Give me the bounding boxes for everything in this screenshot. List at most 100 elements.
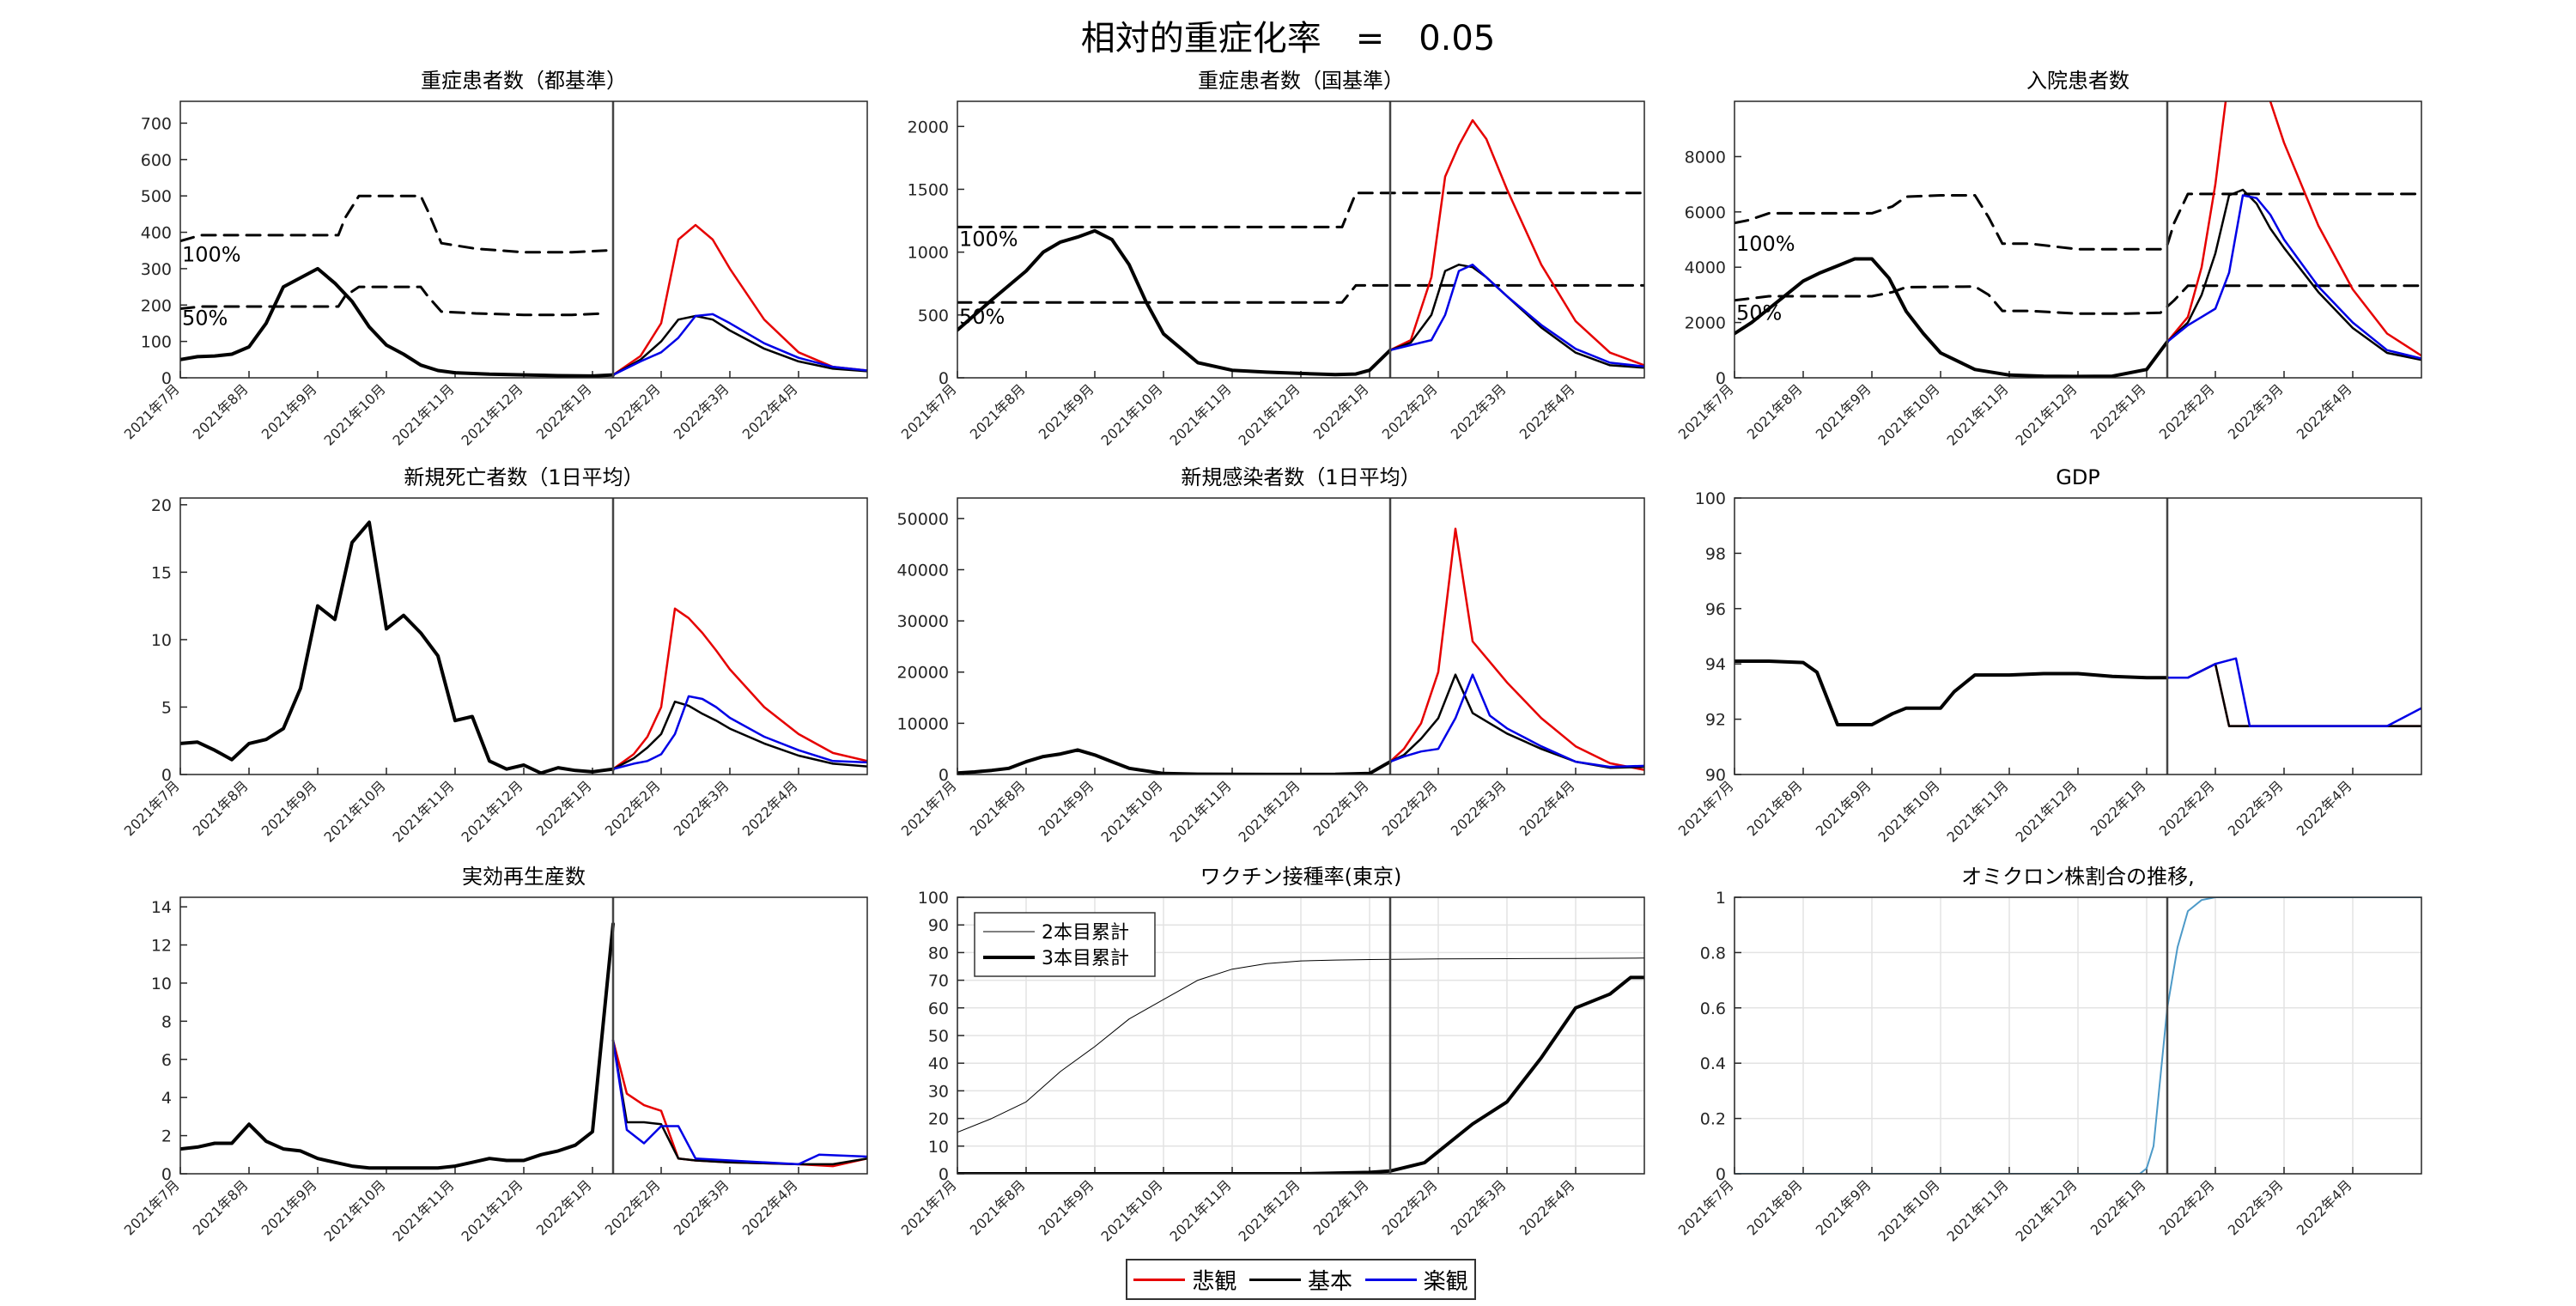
- series-line: [180, 922, 615, 1170]
- x-tick-label: 2021年10月: [321, 777, 389, 845]
- x-tick-label: 2022年3月: [1448, 1176, 1510, 1238]
- axes-box: [1734, 497, 2422, 775]
- series-line: [1735, 659, 2169, 726]
- series-group: [1735, 657, 2421, 727]
- x-tick-label: 2022年2月: [1379, 380, 1441, 442]
- legend-label-basic: 基本: [1307, 1268, 1352, 1295]
- axes-box: [1734, 100, 2422, 379]
- x-tick-label: 2021年8月: [1744, 1176, 1806, 1238]
- y-tick-label: 100: [141, 333, 172, 352]
- y-tick-label: 0: [939, 369, 949, 388]
- x-tick-label: 2022年1月: [2087, 380, 2149, 442]
- chart-title: 入院患者数: [2026, 69, 2129, 93]
- plot-area: [180, 897, 867, 1174]
- x-tick-label: 2021年7月: [898, 1176, 960, 1238]
- series-group: [180, 520, 867, 774]
- x-tick-label: 2021年12月: [459, 1176, 526, 1244]
- chart-title: GDP: [2056, 465, 2100, 489]
- x-tick-label: 2022年4月: [2293, 777, 2355, 839]
- y-tick-label: 1: [1716, 889, 1726, 908]
- y-tick-label: 1000: [908, 244, 949, 263]
- y-tick-label: 90: [928, 916, 949, 935]
- series-line: [1388, 527, 1644, 771]
- x-tick-label: 2021年7月: [898, 777, 960, 839]
- y-tick-label: 96: [1705, 600, 1726, 619]
- x-tick-label: 2021年12月: [1236, 777, 1303, 845]
- y-tick-label: 2000: [1685, 314, 1726, 333]
- series-line: [2166, 194, 2421, 360]
- x-tick-label: 2021年8月: [190, 380, 252, 442]
- y-tick-label: 700: [141, 114, 172, 133]
- chart-panel-5: 0 10000 20000 30000 40000 50000 2021年7月 2021年8月…: [897, 465, 1645, 846]
- series-group: [1735, 897, 2421, 1174]
- chart-title: 実効再生産数: [462, 865, 586, 889]
- chart-title: 重症患者数（都基準）: [421, 69, 627, 93]
- x-tick-label: 2021年7月: [1675, 1176, 1737, 1238]
- series-line: [611, 223, 867, 376]
- y-tick-label: 0.6: [1700, 999, 1726, 1018]
- y-tick-label: 0: [1716, 1165, 1726, 1184]
- y-tick-label: 2000: [908, 118, 949, 137]
- legend-item-basic: 基本: [1249, 1264, 1352, 1296]
- y-tick-label: 30: [928, 1082, 949, 1101]
- x-tick-label: 2022年2月: [602, 777, 664, 839]
- chart-legend-label: 2本目累計: [1042, 922, 1129, 944]
- x-tick-label: 2021年9月: [1813, 380, 1874, 442]
- x-tick-label: 2021年8月: [1744, 380, 1806, 442]
- series-line: [957, 957, 1644, 1133]
- y-tick-label: 200: [141, 296, 172, 315]
- x-tick-label: 2021年12月: [2013, 380, 2081, 448]
- y-tick-label: 50000: [897, 510, 949, 529]
- x-tick-label: 2022年4月: [1516, 380, 1578, 442]
- series-line: [180, 520, 615, 774]
- y-tick-label: 20: [928, 1110, 949, 1129]
- x-tick-label: 2021年11月: [1944, 777, 2012, 845]
- x-tick-label: 2021年11月: [1167, 1176, 1235, 1244]
- y-tick-label: 12: [151, 937, 172, 956]
- capacity-annotation: 50%: [182, 307, 228, 331]
- legend-label-optimistic: 楽観: [1423, 1268, 1468, 1295]
- series-line: [1735, 257, 2169, 378]
- legend-item-pessimistic: 悲観: [1133, 1264, 1236, 1296]
- x-tick-label: 2022年1月: [1310, 1176, 1372, 1238]
- x-tick-label: 2022年1月: [533, 1176, 595, 1238]
- x-tick-label: 2021年7月: [121, 777, 183, 839]
- series-line: [611, 695, 867, 770]
- plot-area: [1735, 101, 2421, 378]
- y-tick-label: 0.4: [1700, 1054, 1726, 1073]
- y-tick-label: 100: [918, 889, 949, 908]
- series-line: [1735, 897, 2421, 1174]
- y-tick-label: 14: [151, 898, 172, 917]
- x-tick-label: 2022年2月: [1379, 1176, 1441, 1238]
- x-tick-label: 2021年8月: [967, 777, 1029, 839]
- series-line: [180, 266, 615, 378]
- axes-box: [179, 100, 868, 379]
- y-tick-label: 20: [151, 496, 172, 515]
- legend-swatch-pessimistic: [1133, 1278, 1186, 1281]
- x-tick-label: 2022年3月: [671, 380, 732, 442]
- figure-legend: 悲観 基本 楽観: [1126, 1259, 1476, 1300]
- y-tick-label: 40000: [897, 561, 949, 580]
- chart-legend-box: [974, 912, 1156, 977]
- series-line: [957, 975, 1644, 1174]
- series-group: [957, 957, 1644, 1174]
- y-tick-label: 2: [161, 1127, 172, 1146]
- series-line: [957, 283, 1644, 304]
- x-tick-label: 2021年10月: [1098, 1176, 1166, 1244]
- y-tick-label: 6000: [1685, 203, 1726, 222]
- series-line: [611, 607, 867, 770]
- x-tick-label: 2021年9月: [1036, 777, 1097, 839]
- x-tick-label: 2022年2月: [2156, 1176, 2218, 1238]
- y-tick-label: 300: [141, 260, 172, 279]
- series-group: [180, 922, 867, 1170]
- x-tick-label: 2021年8月: [190, 1176, 252, 1238]
- y-tick-label: 0: [1716, 369, 1726, 388]
- x-tick-label: 2021年10月: [1875, 1176, 1943, 1244]
- series-line: [611, 313, 867, 376]
- x-tick-label: 2022年2月: [1379, 777, 1441, 839]
- series-group: [957, 118, 1644, 377]
- x-tick-label: 2021年11月: [1167, 380, 1235, 448]
